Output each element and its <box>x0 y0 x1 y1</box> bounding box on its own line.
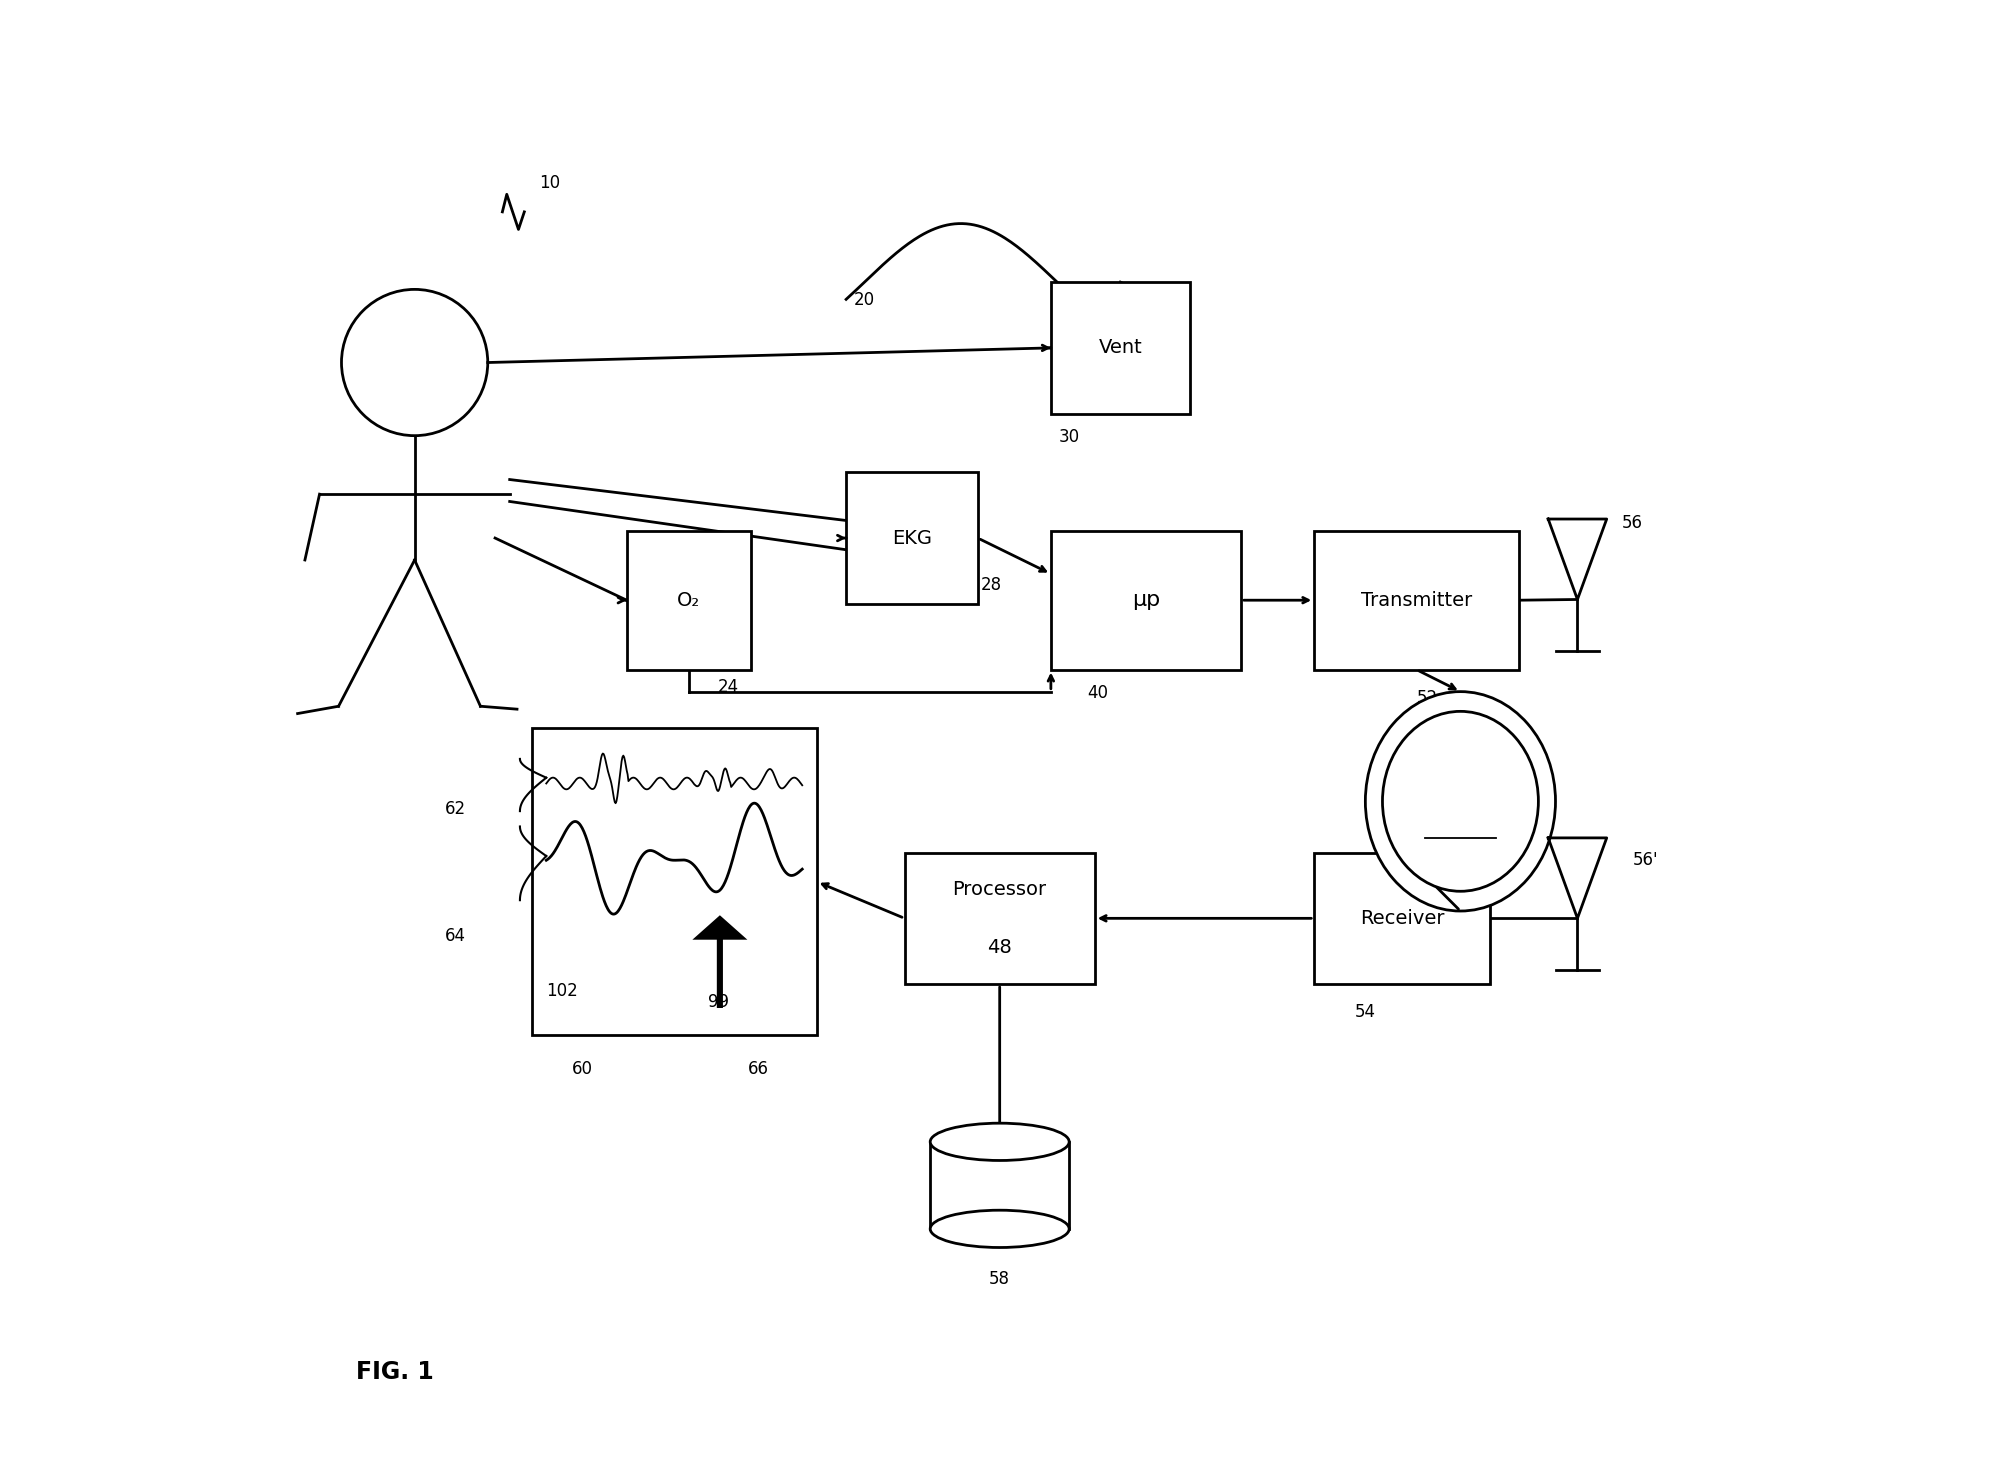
Text: 20: 20 <box>854 291 874 309</box>
Text: 10: 10 <box>540 174 560 191</box>
FancyBboxPatch shape <box>904 853 1096 984</box>
FancyBboxPatch shape <box>532 728 818 1036</box>
Text: 58: 58 <box>989 1269 1011 1287</box>
FancyBboxPatch shape <box>930 1141 1069 1228</box>
Text: μp: μp <box>1132 590 1160 610</box>
Text: 28: 28 <box>981 575 1001 594</box>
Ellipse shape <box>930 1211 1069 1247</box>
FancyBboxPatch shape <box>626 531 751 669</box>
FancyBboxPatch shape <box>846 472 977 605</box>
Text: 52: 52 <box>1416 688 1438 706</box>
Text: 44: 44 <box>1450 815 1470 833</box>
Text: 64: 64 <box>445 927 465 944</box>
Text: 24: 24 <box>717 678 739 696</box>
Text: FIG. 1: FIG. 1 <box>356 1359 433 1384</box>
Ellipse shape <box>1382 712 1539 891</box>
Text: Receiver: Receiver <box>1359 909 1444 928</box>
Text: 62: 62 <box>445 800 465 818</box>
Text: 102: 102 <box>546 983 578 1000</box>
Ellipse shape <box>930 1124 1069 1161</box>
FancyBboxPatch shape <box>1051 282 1190 413</box>
Ellipse shape <box>1365 691 1555 911</box>
FancyBboxPatch shape <box>1051 531 1241 669</box>
Text: Processor: Processor <box>953 880 1047 899</box>
Text: 99: 99 <box>709 993 729 1011</box>
Text: 60: 60 <box>572 1061 594 1078</box>
Text: 40: 40 <box>1088 684 1108 702</box>
Text: O₂: O₂ <box>677 591 701 609</box>
Text: 30: 30 <box>1057 428 1080 446</box>
Text: 56: 56 <box>1621 515 1641 533</box>
Text: Network: Network <box>1426 766 1494 784</box>
Text: Vent: Vent <box>1098 338 1142 357</box>
FancyBboxPatch shape <box>1315 853 1490 984</box>
Text: 66: 66 <box>747 1061 769 1078</box>
Text: 56': 56' <box>1633 850 1660 869</box>
Text: EKG: EKG <box>892 528 932 547</box>
Text: Transmitter: Transmitter <box>1361 591 1472 609</box>
Text: 54: 54 <box>1355 1003 1376 1021</box>
FancyBboxPatch shape <box>1315 531 1519 669</box>
Text: 48: 48 <box>987 938 1013 958</box>
